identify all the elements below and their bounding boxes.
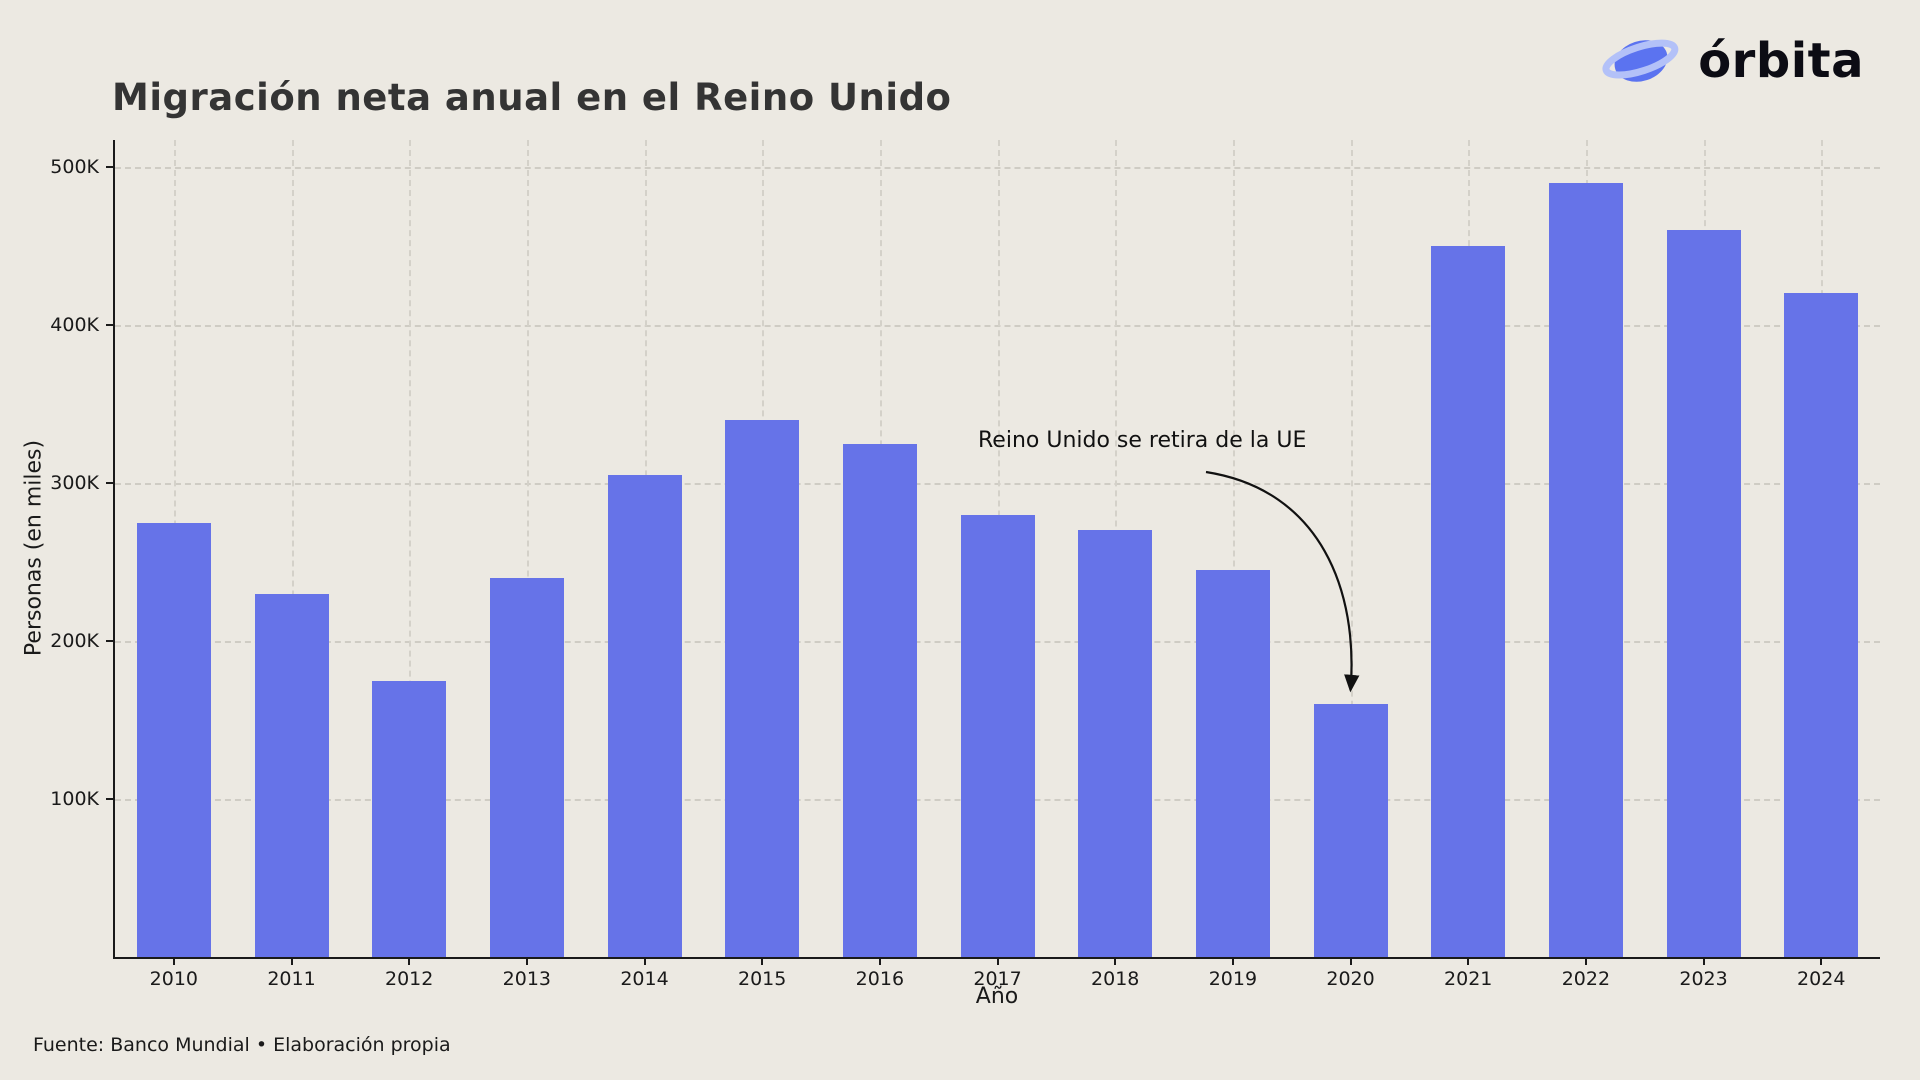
planet-orbit-icon	[1602, 39, 1679, 82]
column-2020: 2020	[1292, 140, 1410, 990]
x-tick-label: 2012	[384, 968, 434, 990]
x-tick-mark	[1820, 957, 1823, 965]
column-2016: 2016	[821, 140, 939, 990]
x-tick-label: 2023	[1679, 968, 1728, 990]
x-tick-label: 2017	[973, 968, 1022, 990]
x-tick-mark	[878, 957, 881, 965]
x-tick-label: 2011	[267, 968, 316, 990]
source-footer: Fuente: Banco Mundial • Elaboración prop…	[33, 1034, 451, 1056]
x-tick-label: 2020	[1326, 968, 1375, 990]
bar-2021	[1431, 246, 1506, 957]
x-tick-label: 2024	[1797, 968, 1846, 990]
x-tick-mark	[1467, 957, 1470, 965]
y-tick-mark	[106, 324, 115, 326]
brand-logo: órbita	[1596, 26, 1864, 96]
column-2013: 2013	[468, 140, 586, 990]
column-2021: 2021	[1409, 140, 1527, 990]
bar-2013	[489, 577, 564, 957]
y-tick-label: 100K	[50, 788, 99, 810]
bar-2023	[1666, 230, 1741, 957]
x-tick-label: 2013	[502, 968, 552, 990]
y-tick-mark	[106, 798, 115, 800]
column-2011: 2011	[233, 140, 351, 990]
column-2012: 2012	[350, 140, 468, 990]
bar-2014	[607, 475, 682, 957]
bar-2017	[960, 514, 1035, 957]
x-axis-line	[113, 957, 1880, 959]
x-gridline	[526, 140, 529, 957]
column-2018: 2018	[1056, 140, 1174, 990]
column-2023: 2023	[1645, 140, 1763, 990]
bar-2010	[136, 522, 211, 957]
x-tick-mark	[643, 957, 646, 965]
x-tick-mark	[172, 957, 175, 965]
x-tick-label: 2019	[1208, 968, 1258, 990]
y-tick-mark	[106, 640, 115, 642]
y-tick-label: 300K	[50, 472, 99, 494]
bar-2015	[725, 419, 800, 957]
x-tick-label: 2018	[1091, 968, 1140, 990]
x-tick-label: 2015	[738, 968, 787, 990]
x-tick-mark	[761, 957, 764, 965]
bar-2016	[842, 443, 917, 957]
column-2017: 2017	[939, 140, 1057, 990]
bar-2018	[1078, 530, 1153, 957]
x-gridline	[291, 140, 294, 957]
x-tick-mark	[290, 957, 293, 965]
y-axis-title: Personas (en miles)	[21, 439, 47, 657]
bar-2022	[1548, 182, 1623, 957]
y-gridline	[115, 167, 1880, 169]
bar-2012	[372, 680, 447, 957]
x-tick-label: 2022	[1561, 968, 1611, 990]
chart-title: Migración neta anual en el Reino Unido	[112, 76, 952, 119]
x-tick-mark	[996, 957, 999, 965]
x-tick-label: 2010	[149, 968, 199, 990]
x-tick-label: 2021	[1444, 968, 1493, 990]
x-tick-mark	[525, 957, 528, 965]
columns: 2010 2011 2012 2013 2014 2015 2016 2017 2018 2019…	[115, 140, 1880, 990]
y-tick-mark	[106, 166, 115, 168]
x-tick-mark	[408, 957, 411, 965]
bar-2019	[1195, 569, 1270, 957]
column-2015: 2015	[703, 140, 821, 990]
x-axis-title: Año	[975, 984, 1019, 1009]
plot-area: 2010 2011 2012 2013 2014 2015 2016 2017 2018 2019…	[50, 140, 1880, 990]
y-tick-label: 400K	[50, 314, 99, 336]
y-tick-label: 500K	[50, 156, 99, 178]
y-axis-line	[113, 140, 115, 959]
y-tick-label: 200K	[50, 630, 99, 652]
bar-2011	[254, 593, 329, 957]
column-2022: 2022	[1527, 140, 1645, 990]
x-tick-mark	[1584, 957, 1587, 965]
x-tick-mark	[1702, 957, 1705, 965]
column-2019: 2019	[1174, 140, 1292, 990]
bar-2024	[1784, 293, 1859, 957]
x-tick-label: 2014	[620, 968, 669, 990]
y-gridline	[115, 325, 1880, 327]
x-tick-mark	[1231, 957, 1234, 965]
y-tick-mark	[106, 482, 115, 484]
annotation-text: Reino Unido se retira de la UE	[978, 428, 1307, 453]
brand-logo-text: órbita	[1698, 33, 1864, 89]
column-2014: 2014	[586, 140, 704, 990]
bar-2020	[1313, 704, 1388, 957]
y-gridline	[115, 483, 1880, 485]
x-tick-mark	[1349, 957, 1352, 965]
column-2024: 2024	[1762, 140, 1880, 990]
column-2010: 2010	[115, 140, 233, 990]
x-gridline	[409, 140, 412, 957]
x-tick-label: 2016	[855, 968, 905, 990]
x-tick-mark	[1114, 957, 1117, 965]
